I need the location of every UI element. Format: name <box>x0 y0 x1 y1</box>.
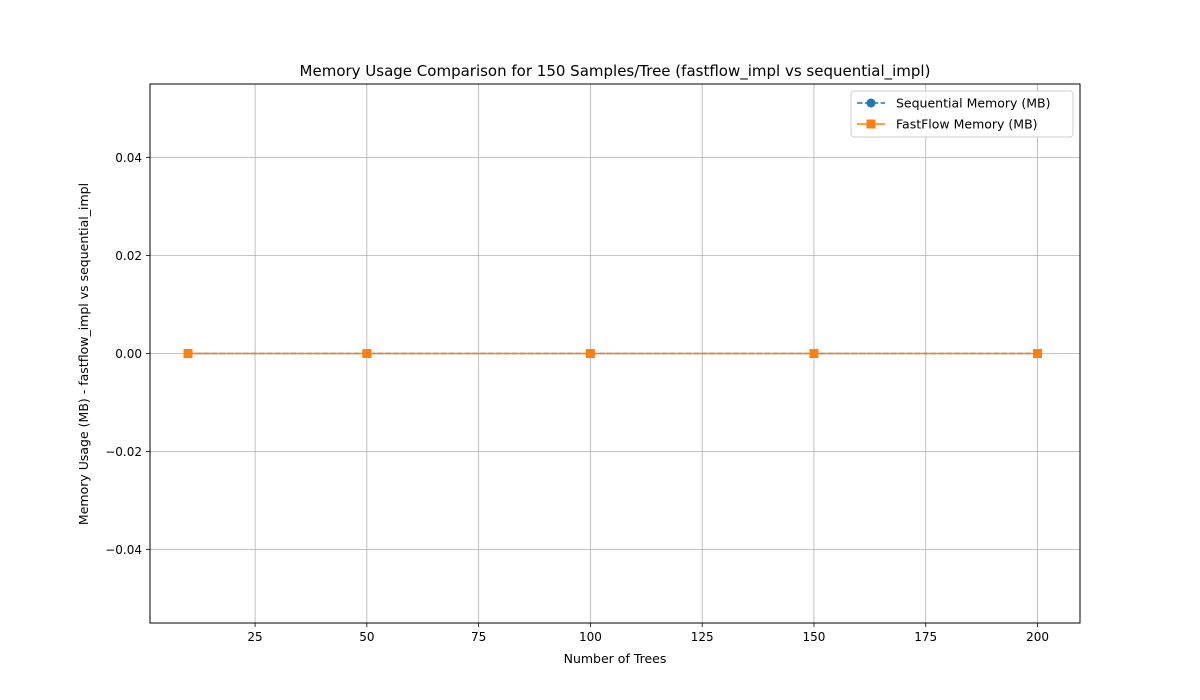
y-axis-label: Memory Usage (MB) - fastflow_impl vs seq… <box>76 183 91 525</box>
y-tick-label: −0.04 <box>105 543 142 557</box>
x-tick-label: 75 <box>471 630 486 644</box>
data-point <box>183 349 193 358</box>
x-tick-label: 100 <box>579 630 602 644</box>
data-point <box>1033 349 1043 358</box>
x-tick-label: 150 <box>803 630 826 644</box>
x-tick-label: 200 <box>1026 630 1049 644</box>
y-tick-label: −0.02 <box>105 445 142 459</box>
data-point <box>585 349 595 358</box>
y-tick-label: 0.00 <box>115 347 142 361</box>
x-tick-label: 175 <box>914 630 937 644</box>
x-tick-label: 50 <box>359 630 374 644</box>
series-layer <box>183 349 1043 358</box>
y-tick-label: 0.02 <box>115 249 142 263</box>
x-axis-ticks: 25 50 75 100 125 150 175 200 <box>247 623 1049 644</box>
series-1 <box>183 349 1043 358</box>
legend-sequential-label: Sequential Memory (MB) <box>896 96 1051 111</box>
x-tick-label: 125 <box>691 630 714 644</box>
y-axis-ticks: −0.04 −0.02 0.00 0.02 0.04 <box>105 151 150 557</box>
x-tick-label: 25 <box>247 630 262 644</box>
y-tick-label: 0.04 <box>115 151 142 165</box>
legend-sequential-marker <box>866 98 876 108</box>
data-point <box>362 349 372 358</box>
chart-title: Memory Usage Comparison for 150 Samples/… <box>300 62 931 81</box>
data-point <box>809 349 819 358</box>
x-axis-label: Number of Trees <box>564 651 667 666</box>
legend-fastflow-marker <box>866 119 876 129</box>
legend: Sequential Memory (MB) FastFlow Memory (… <box>850 90 1074 138</box>
legend-box <box>850 90 1074 138</box>
legend-fastflow-label: FastFlow Memory (MB) <box>896 117 1038 132</box>
